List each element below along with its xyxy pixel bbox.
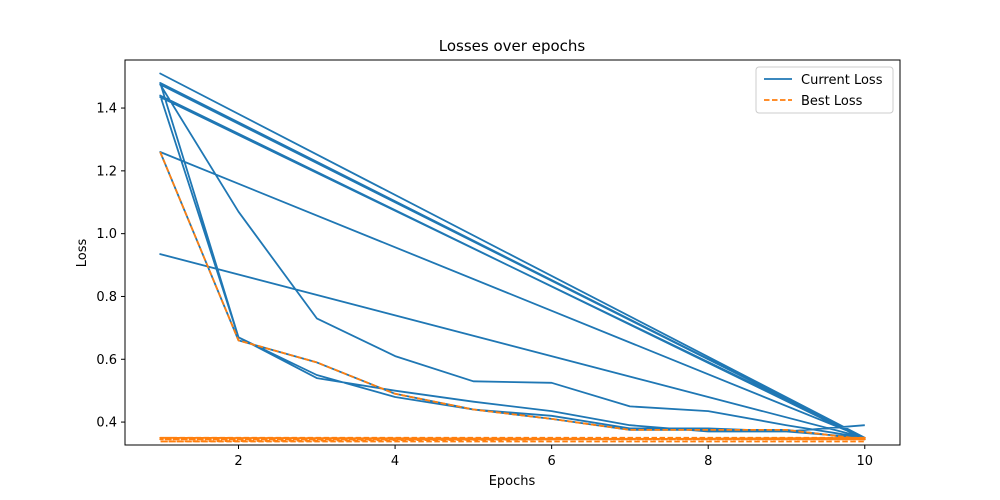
plot-frame <box>124 59 901 446</box>
x-axis-label: Epochs <box>489 474 536 489</box>
y-tick-label: 1.4 <box>96 102 117 117</box>
series-lines <box>159 72 866 443</box>
y-tick-label: 1.2 <box>96 164 117 179</box>
y-tick-label: 0.4 <box>96 416 117 431</box>
chart-title: Losses over epochs <box>439 37 586 55</box>
series-line-best-loss <box>159 151 866 443</box>
y-tick-label: 0.8 <box>96 290 117 305</box>
x-tick-label: 4 <box>391 454 399 469</box>
y-tick-label: 0.6 <box>96 353 117 368</box>
x-tick-label: 2 <box>234 454 242 469</box>
legend-label-current-loss: Current Loss <box>801 73 883 88</box>
y-tick-label: 1.0 <box>96 227 117 242</box>
x-tick-label: 8 <box>704 454 712 469</box>
legend: Current Loss Best Loss <box>755 66 894 114</box>
legend-label-best-loss: Best Loss <box>801 94 863 109</box>
y-ticks: 0.4 0.6 0.8 1.0 1.2 1.4 <box>96 102 125 431</box>
x-ticks: 2 4 6 8 10 <box>234 445 873 469</box>
y-axis-label: Loss <box>75 239 90 268</box>
x-tick-label: 10 <box>856 454 873 469</box>
x-tick-label: 6 <box>548 454 556 469</box>
